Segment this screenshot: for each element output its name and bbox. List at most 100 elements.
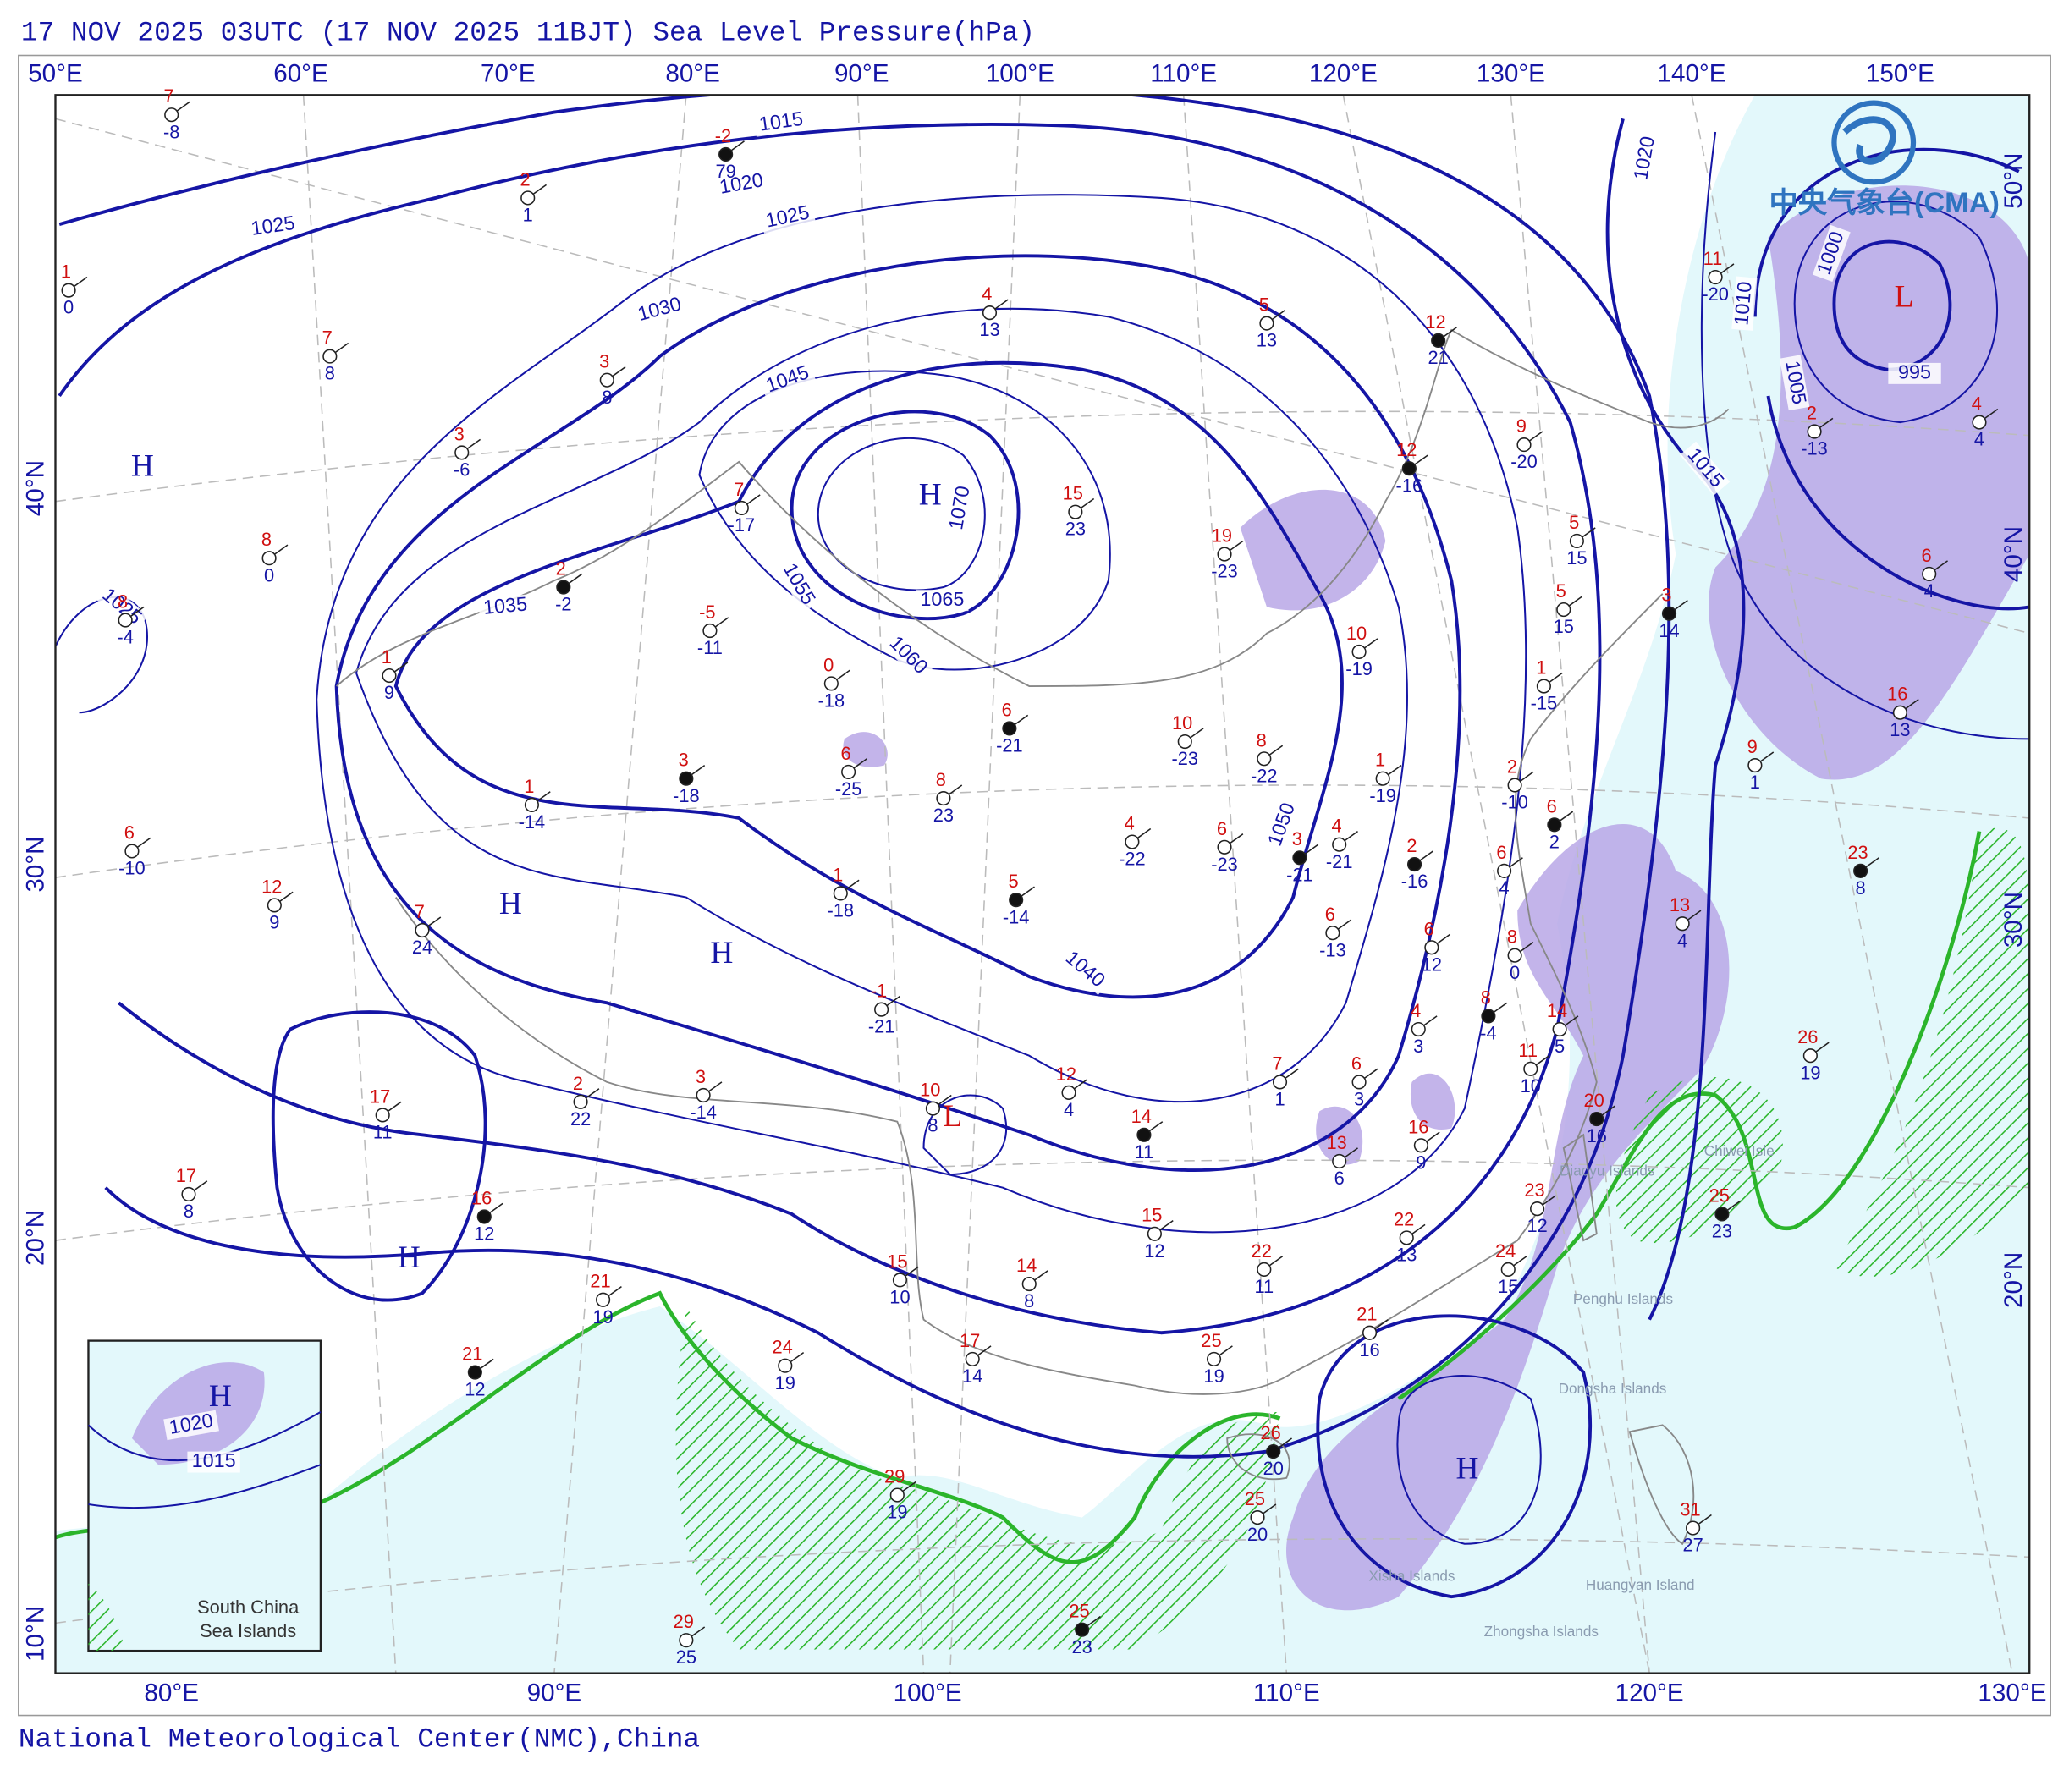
label-bg — [245, 212, 301, 241]
lat-label: 10°N — [21, 1606, 49, 1662]
temperature: 1 — [1375, 750, 1385, 771]
label-bg — [1812, 224, 1851, 283]
station — [889, 1487, 905, 1503]
label-bg — [478, 594, 533, 620]
dew-point: -4 — [117, 627, 133, 648]
station — [778, 1358, 793, 1373]
temperature: 8 — [1481, 987, 1491, 1008]
temperature: 9 — [1516, 415, 1527, 437]
temperature: 3 — [1292, 828, 1302, 849]
temperature: 3 — [1661, 585, 1671, 606]
temperature: 6 — [124, 822, 135, 843]
station — [1922, 566, 1937, 582]
dew-point: 23 — [1071, 1636, 1092, 1657]
dew-point: 3 — [1413, 1036, 1423, 1057]
dew-point: 8 — [184, 1201, 194, 1222]
dew-point: 8 — [1856, 877, 1866, 899]
dew-point: 10 — [1521, 1075, 1541, 1097]
station — [599, 372, 614, 388]
dew-point: 10 — [889, 1286, 910, 1307]
temperature: 17 — [960, 1330, 980, 1351]
inset — [87, 1339, 322, 1652]
dew-point: 0 — [63, 297, 74, 318]
station — [1714, 1207, 1730, 1222]
lat-label: 40°N — [21, 460, 49, 516]
temperature: 29 — [674, 1611, 694, 1632]
pressure-center: L — [943, 1099, 962, 1134]
label-bg — [1888, 362, 1941, 384]
station — [1351, 644, 1367, 660]
lon-label: 80°E — [144, 1679, 199, 1707]
station — [1009, 893, 1024, 908]
label-bg — [94, 581, 149, 633]
station — [1507, 948, 1522, 963]
temperature: 6 — [1351, 1053, 1362, 1074]
station — [1552, 1021, 1567, 1037]
dew-point: 15 — [1566, 547, 1587, 569]
dew-point: 14 — [962, 1366, 982, 1387]
temperature: 24 — [1495, 1240, 1516, 1262]
dew-point: -14 — [690, 1102, 717, 1123]
dew-point: 5 — [1555, 1036, 1565, 1057]
lon-label: 80°E — [665, 60, 720, 88]
lat-label: 50°N — [2000, 153, 2028, 209]
station — [1516, 437, 1532, 453]
dew-point: 12 — [1527, 1215, 1547, 1236]
dew-point: -20 — [1702, 283, 1729, 305]
pressure-center: L — [1895, 280, 1914, 315]
temperature: 1 — [524, 776, 534, 797]
temperature: 21 — [462, 1344, 482, 1365]
station — [823, 676, 839, 691]
station — [1362, 1325, 1378, 1340]
station — [1217, 547, 1232, 562]
dew-point: 12 — [474, 1223, 494, 1245]
dew-point: 1 — [523, 205, 533, 226]
map-frame — [54, 94, 2031, 1674]
temperature: 14 — [1547, 1000, 1567, 1021]
station — [1530, 1201, 1545, 1217]
label-bg — [881, 629, 934, 683]
station — [1431, 333, 1446, 348]
dew-point: 12 — [1144, 1240, 1164, 1262]
temperature: 1 — [833, 864, 843, 885]
temperature: 5 — [1259, 294, 1269, 316]
lon-label: 140°E — [1658, 60, 1726, 88]
dew-point: 2 — [1549, 831, 1560, 852]
temperature: 6 — [1002, 699, 1012, 720]
dew-point: -19 — [1369, 785, 1396, 806]
temperature: 12 — [1056, 1064, 1076, 1085]
temperature: 10 — [920, 1080, 940, 1101]
temperature: 20 — [1584, 1090, 1604, 1111]
dew-point: 19 — [1203, 1366, 1224, 1387]
temperature: 21 — [590, 1271, 610, 1292]
dew-point: 1 — [1274, 1089, 1285, 1110]
dew-point: 23 — [1065, 519, 1086, 540]
temperature: 1 — [1536, 657, 1546, 679]
label-bg — [163, 1410, 219, 1441]
station — [1075, 1622, 1090, 1637]
outer-frame — [18, 54, 2051, 1717]
pressure-center: H — [1455, 1452, 1478, 1487]
lat-label: 30°N — [21, 836, 49, 892]
temperature: 4 — [1332, 816, 1342, 837]
temperature: 7 — [1272, 1053, 1282, 1074]
station — [1375, 771, 1390, 786]
station — [1675, 916, 1690, 932]
station — [573, 1094, 588, 1109]
pressure-center: H — [398, 1240, 421, 1275]
dew-point: -19 — [1345, 658, 1373, 679]
temperature: 15 — [1142, 1205, 1162, 1226]
label-bg — [759, 201, 817, 234]
temperature: 23 — [1847, 842, 1868, 863]
station — [1021, 1276, 1037, 1292]
station — [1747, 758, 1763, 773]
dew-point: 4 — [1064, 1099, 1074, 1120]
dew-point: 4 — [1499, 877, 1510, 899]
station — [1257, 1262, 1272, 1277]
station — [936, 791, 951, 806]
dew-point: -22 — [1119, 849, 1146, 870]
station — [892, 1273, 908, 1288]
station — [1332, 837, 1347, 852]
temperature: 6 — [840, 743, 850, 764]
dew-point: 4 — [1974, 429, 1984, 450]
